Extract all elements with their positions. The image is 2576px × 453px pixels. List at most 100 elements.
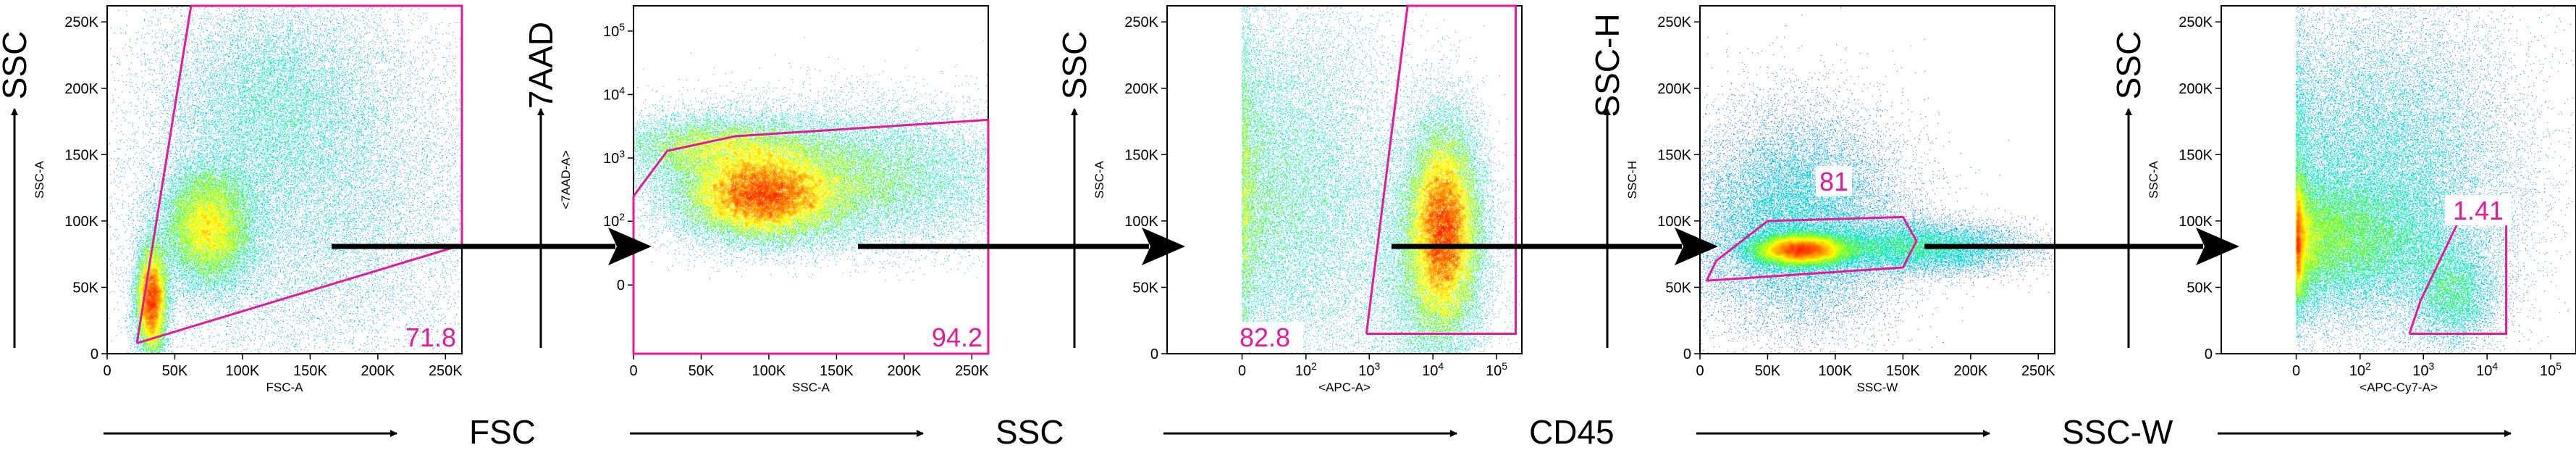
x-tick-label: 200K <box>1953 363 1987 379</box>
y-axis-label: SSC-A <box>2147 160 2160 199</box>
density-scatter <box>107 6 462 354</box>
outer-y-label: SSC <box>0 31 33 100</box>
gating-flow-arrow <box>1924 228 2239 265</box>
y-tick-label: 200K <box>1657 81 1691 97</box>
density-scatter <box>634 6 988 354</box>
x-tick-label: 150K <box>293 363 327 379</box>
x-tick-label: 250K <box>955 363 989 379</box>
x-tick-label: 150K <box>1886 363 1920 379</box>
x-tick-label: 102 <box>2349 360 2371 379</box>
outer-y-label: SSC <box>1056 31 1093 100</box>
gating-panel-4: 0 50K 100K 150K 200K 250K 0 50K 100K 150K 200K 250K… <box>1588 5 2173 451</box>
y-tick-label: 150K <box>1124 147 1158 163</box>
outer-y-label: SSC <box>2110 31 2147 100</box>
y-tick-label: 50K <box>1665 280 1691 296</box>
y-tick-label: 150K <box>64 147 98 163</box>
outer-x-label: SSC-W <box>2062 413 2173 451</box>
y-tick-label: 250K <box>1657 14 1691 30</box>
y-axis-label: SSC-A <box>1093 160 1106 199</box>
x-tick-label: 104 <box>1422 360 1444 379</box>
gating-panel-3: 0 102 103 104 105 0 50K 100K 150K 200K 250K <APC-A>… <box>1056 4 1615 451</box>
y-tick-label: 250K <box>1124 14 1158 30</box>
y-tick-label: 200K <box>2179 81 2213 97</box>
plot-frame <box>1166 5 1523 354</box>
y-tick-label: 150K <box>2179 147 2213 163</box>
y-axis-label: <7AAD-A> <box>559 150 573 209</box>
y-tick-label: 0 <box>1150 346 1158 362</box>
plot-frame <box>2221 5 2576 354</box>
gate-polygon <box>1365 4 1517 335</box>
y-tick-label: 250K <box>64 14 98 30</box>
x-axis-label: <APC-Cy7-A> <box>2360 381 2438 394</box>
gate-polygon <box>1705 215 1918 282</box>
y-tick-label: 50K <box>72 280 98 296</box>
plot-frame <box>1699 5 2055 354</box>
x-axis-label: SSC-A <box>792 381 830 394</box>
y-tick-label: 105 <box>603 21 625 40</box>
y-axis-label: SSC-A <box>33 160 46 199</box>
x-tick-label: 100K <box>1819 363 1853 379</box>
y-tick-label: 102 <box>603 211 625 230</box>
y-tick-label: 100K <box>64 214 98 230</box>
x-tick-label: 103 <box>2412 360 2434 379</box>
x-tick-label: 250K <box>429 363 463 379</box>
gating-flow-arrow <box>332 228 652 265</box>
density-scatter <box>1700 6 2055 354</box>
y-tick-label: 104 <box>603 84 625 103</box>
x-axis-label: SSC-W <box>1857 381 1898 394</box>
gate-percentage: 1.41 <box>2453 196 2504 225</box>
y-tick-label: 100K <box>1124 214 1158 230</box>
gate-percentage: 82.8 <box>1239 323 1290 352</box>
y-axis-label: SSC-H <box>1625 161 1639 199</box>
outer-x-label: FSC <box>469 413 536 451</box>
x-tick-label: 250K <box>2021 363 2055 379</box>
gating-flow-arrow <box>1392 228 1718 265</box>
gate-label-background <box>2445 195 2512 225</box>
x-tick-label: 105 <box>2540 360 2562 379</box>
y-tick-label: 150K <box>1657 147 1691 163</box>
y-tick-label: 0 <box>617 278 625 294</box>
x-tick-label: 0 <box>2292 363 2300 379</box>
y-tick-label: 0 <box>2205 346 2213 362</box>
gate-label-background <box>1816 166 1852 196</box>
outer-x-label: SSC <box>996 413 1064 451</box>
x-tick-label: 102 <box>1295 360 1317 379</box>
x-tick-label: 104 <box>2476 360 2498 379</box>
gating-flow-arrow <box>858 228 1185 265</box>
y-tick-label: 103 <box>603 148 625 167</box>
y-tick-label: 0 <box>91 346 98 362</box>
y-tick-label: 200K <box>64 81 98 97</box>
gate-percentage: 71.8 <box>405 323 456 352</box>
outer-y-label: 7AAD <box>522 22 560 109</box>
x-tick-label: 50K <box>162 363 188 379</box>
gating-panel-5: 0 102 103 104 105 0 50K 100K 150K 200K 250K <APC-Cy… <box>2110 5 2576 437</box>
gate-polygon <box>632 118 990 355</box>
x-tick-label: 0 <box>1696 363 1704 379</box>
outer-y-label: SSC-H <box>1588 13 1626 117</box>
density-scatter <box>1167 6 1522 354</box>
x-tick-label: 150K <box>820 363 854 379</box>
gate-polygon <box>135 4 463 344</box>
x-axis-label: <APC-A> <box>1318 381 1371 394</box>
outer-x-label: CD45 <box>1529 413 1615 451</box>
gate-percentage: 94.2 <box>932 323 982 352</box>
y-tick-label: 0 <box>1683 346 1691 362</box>
y-tick-label: 200K <box>1124 81 1158 97</box>
y-tick-label: 250K <box>2179 14 2213 30</box>
density-scatter <box>2221 6 2576 354</box>
gate-percentage: 81 <box>1819 167 1848 196</box>
x-tick-label: 100K <box>752 363 786 379</box>
x-tick-label: 105 <box>1486 360 1507 379</box>
gating-panel-2: 0 50K 100K 150K 200K 250K 0 102 103 104 105 SSC-A <7… <box>522 5 1064 451</box>
y-tick-label: 50K <box>2186 280 2213 296</box>
x-tick-label: 0 <box>103 363 111 379</box>
gating-panel-1: 0 50K 100K 150K 200K 250K 0 50K 100K 150K 200K 250K… <box>0 4 536 451</box>
x-tick-label: 0 <box>1238 363 1246 379</box>
y-tick-label: 50K <box>1132 280 1158 296</box>
x-tick-label: 50K <box>689 363 715 379</box>
x-tick-label: 103 <box>1358 360 1380 379</box>
x-tick-label: 200K <box>887 363 921 379</box>
gate-label-background <box>1237 322 1303 352</box>
x-tick-label: 0 <box>629 363 637 379</box>
